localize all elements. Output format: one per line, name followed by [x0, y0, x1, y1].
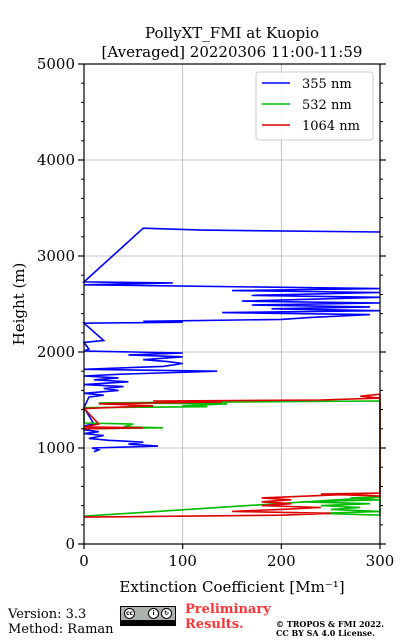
legend: 355 nm 532 nm 1064 nm [255, 71, 374, 141]
extinction-profile-chart: PollyXT_FMI at Kuopio [Averaged] 2022030… [10, 24, 395, 596]
x-axis-label: Extinction Coefficient [Mm⁻¹] [119, 578, 344, 596]
y-tick-label: 1000 [37, 439, 75, 457]
y-tick-label: 4000 [37, 151, 75, 169]
y-tick-label: 5000 [37, 55, 75, 73]
legend-label: 532 nm [302, 98, 352, 113]
x-tick-label: 200 [267, 552, 296, 570]
plot-frame [83, 63, 381, 545]
y-tick-label: 2000 [37, 343, 75, 361]
y-tick-label: 0 [65, 535, 75, 553]
legend-label: 355 nm [302, 77, 352, 92]
legend-box [255, 71, 374, 141]
method-text: Method: Raman [8, 622, 114, 637]
x-tick-label: 100 [168, 552, 197, 570]
y-axis-label: Height (m) [10, 263, 28, 346]
series-line-1064-nm [82, 393, 381, 518]
y-tick-label: 3000 [37, 247, 75, 265]
copyright-notice: © TROPOS & FMI 2022. CC BY SA 4.0 Licens… [276, 619, 385, 638]
version-text: Version: 3.3 [8, 607, 87, 622]
x-tick-label: 300 [366, 552, 395, 570]
cc-circle-icon: cc [124, 608, 135, 619]
sa-circle-icon: ↻ [161, 608, 172, 619]
chart-title: PollyXT_FMI at Kuopio [145, 24, 319, 42]
chart-subtitle: [Averaged] 20220306 11:00-11:59 [102, 43, 363, 61]
footer-info: Version: 3.3 Method: Raman [8, 607, 114, 637]
cc-license-badge-icon: cc i ↻ [120, 606, 176, 626]
legend-label: 1064 nm [302, 119, 360, 134]
x-tick-label: 0 [79, 552, 89, 570]
by-circle-icon: i [148, 608, 159, 619]
preliminary-results-note: Preliminary Results. [185, 602, 271, 632]
series-lines [81, 227, 381, 518]
series-line-532-nm [83, 400, 381, 517]
series-line-355-nm [81, 227, 381, 453]
